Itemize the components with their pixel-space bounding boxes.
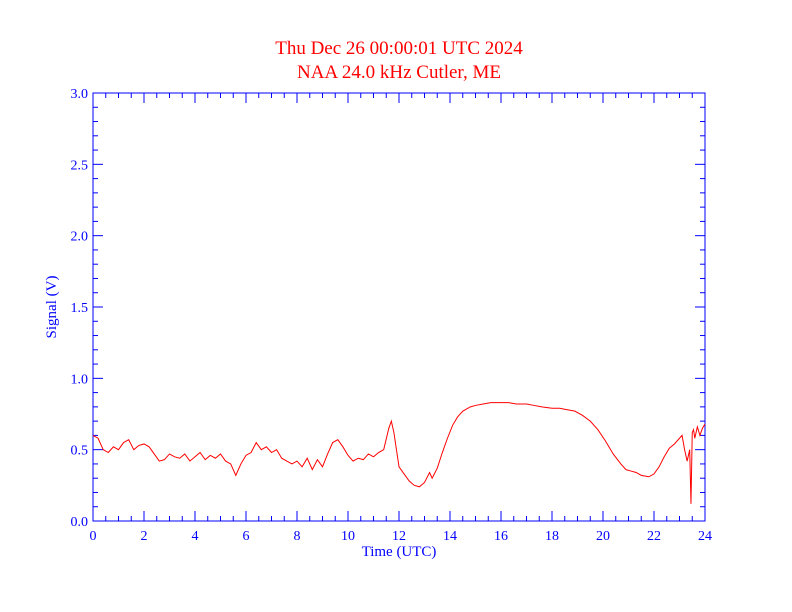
x-tick-label: 10 bbox=[341, 529, 355, 544]
y-tick-label: 2.0 bbox=[71, 230, 89, 245]
x-tick-label: 4 bbox=[192, 529, 199, 544]
y-tick-label: 1.0 bbox=[71, 372, 89, 387]
x-tick-label: 14 bbox=[443, 529, 457, 544]
y-tick-label: 3.0 bbox=[71, 87, 89, 102]
x-tick-label: 20 bbox=[596, 529, 610, 544]
y-tick-label: 2.5 bbox=[71, 158, 89, 173]
x-tick-label: 6 bbox=[243, 529, 250, 544]
x-axis-label: Time (UTC) bbox=[362, 544, 437, 560]
x-tick-label: 24 bbox=[698, 529, 712, 544]
x-tick-label: 8 bbox=[294, 529, 301, 544]
signal-series-line bbox=[92, 402, 706, 504]
x-tick-label: 18 bbox=[545, 529, 559, 544]
axis-tick-labels: 0 2 4 6 8 10 12 14 16 18 20 22 240.00.51.01.52.02.53… bbox=[71, 87, 713, 544]
x-tick-label: 2 bbox=[141, 529, 148, 544]
y-axis-label: Signal (V) bbox=[44, 276, 60, 339]
x-tick-label: 22 bbox=[647, 529, 661, 544]
x-tick-label: 0 bbox=[90, 529, 97, 544]
y-tick-label: 1.5 bbox=[71, 301, 89, 316]
y-tick-label: 0.5 bbox=[71, 444, 89, 459]
axis-ticks bbox=[92, 92, 706, 522]
y-tick-label: 0.0 bbox=[71, 515, 89, 530]
chart-title: Thu Dec 26 00:00:01 UTC 2024 bbox=[275, 38, 523, 59]
x-tick-label: 12 bbox=[392, 529, 406, 544]
chart-subtitle: NAA 24.0 kHz Cutler, ME bbox=[297, 62, 501, 83]
x-tick-label: 16 bbox=[494, 529, 508, 544]
